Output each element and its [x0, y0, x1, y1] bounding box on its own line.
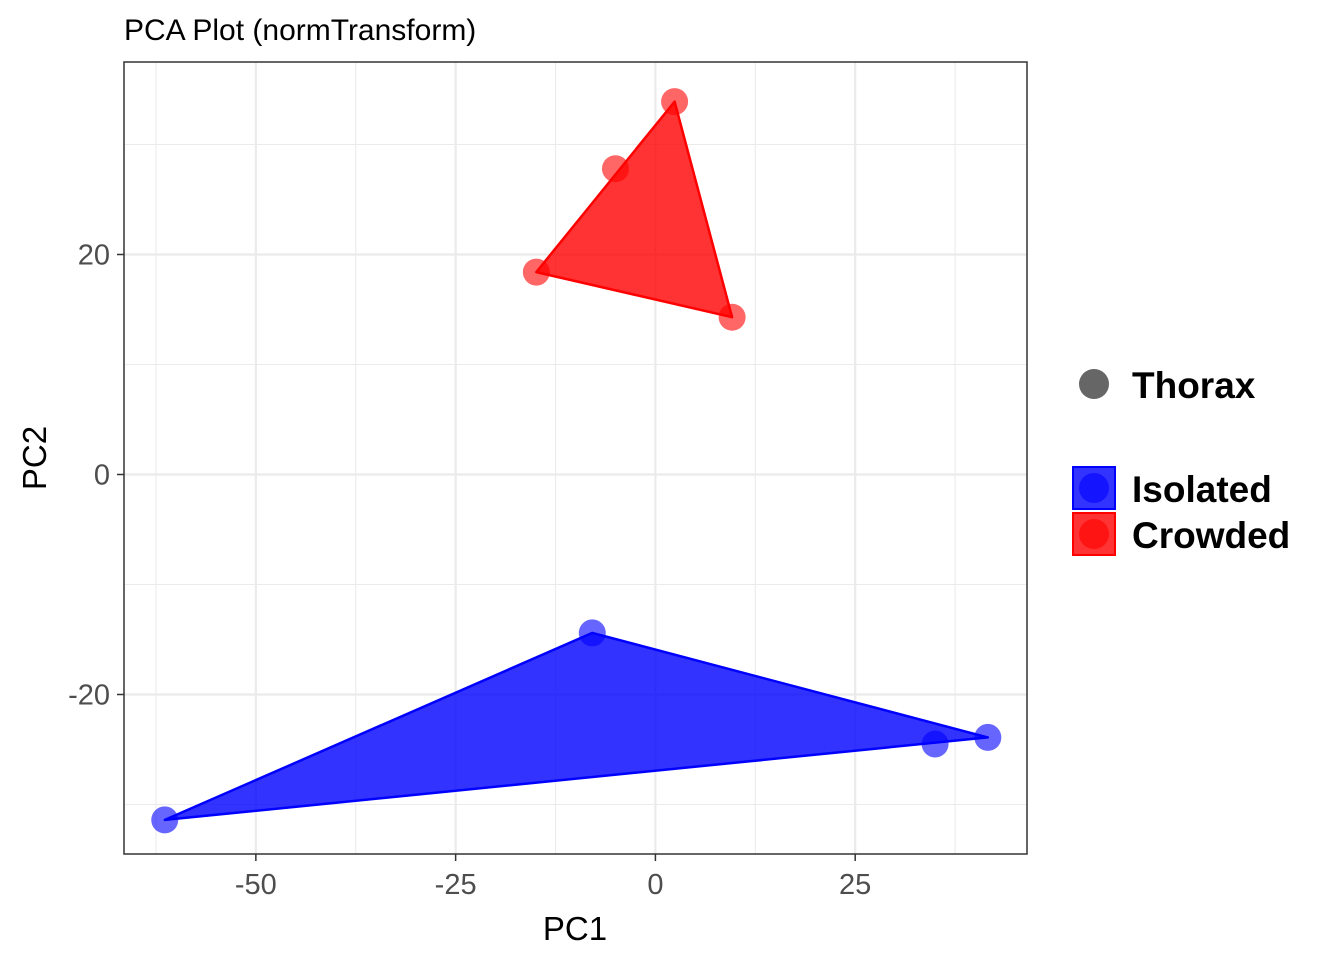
isolated-legend-label: Isolated: [1132, 469, 1272, 510]
crowded-point: [601, 155, 629, 183]
isolated-point: [578, 619, 606, 647]
x-tick-label: -25: [435, 869, 477, 901]
isolated-point: [974, 723, 1002, 751]
x-axis-label: PC1: [543, 910, 607, 947]
y-tick-label: 0: [94, 460, 110, 492]
x-tick-label: -50: [235, 869, 277, 901]
y-axis-ticks: -20 0 20: [68, 240, 124, 712]
legend-shape-label: Thorax: [1132, 365, 1256, 406]
chart-title: PCA Plot (normTransform): [124, 14, 476, 47]
plot-panel-border: [123, 61, 1028, 855]
y-axis-label: PC2: [16, 426, 53, 490]
isolated-point: [921, 730, 949, 758]
y-tick-label: 20: [78, 240, 110, 272]
y-tick-label: -20: [68, 680, 110, 712]
data-points: [151, 88, 1002, 834]
crowded-hull: [535, 100, 734, 319]
isolated-legend-dot: [1079, 473, 1109, 503]
legend: Thorax Isolated Crowded: [1072, 365, 1290, 556]
isolated-point: [151, 806, 179, 834]
x-tick-label: 0: [647, 869, 663, 901]
group-hulls: [163, 100, 990, 822]
x-axis-ticks: -50 -25 0 25: [235, 854, 871, 901]
isolated-hull: [163, 631, 990, 822]
crowded-point: [661, 88, 689, 116]
crowded-legend-dot: [1079, 519, 1109, 549]
x-tick-label: 25: [839, 869, 871, 901]
crowded-point: [718, 303, 746, 331]
legend-shape-key: [1079, 369, 1109, 399]
crowded-legend-label: Crowded: [1132, 515, 1290, 556]
crowded-point: [522, 258, 550, 286]
